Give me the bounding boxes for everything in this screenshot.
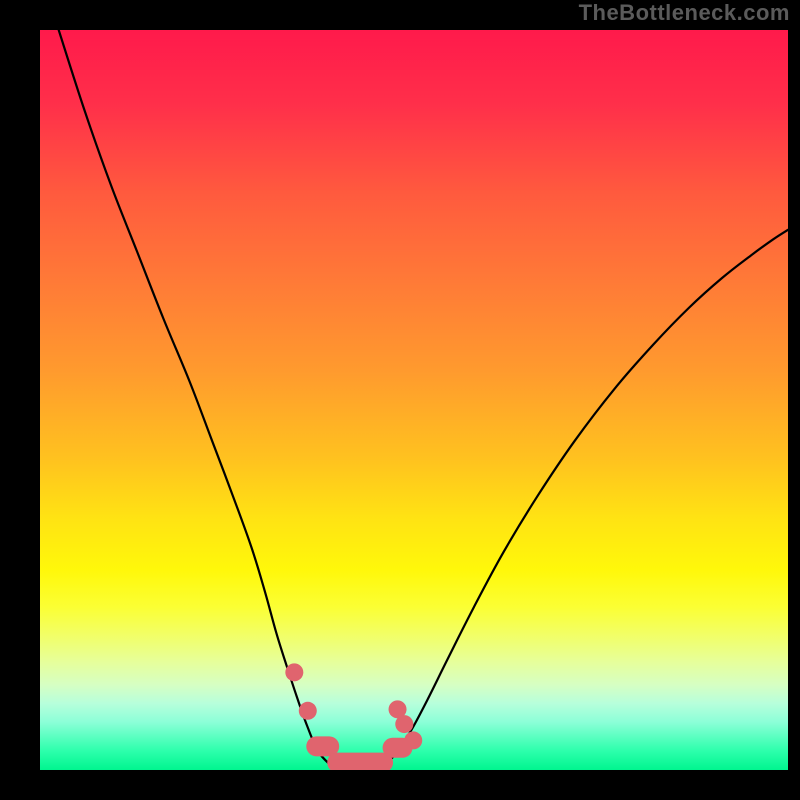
watermark-text: TheBottleneck.com [579, 0, 790, 26]
plot-svg [40, 30, 788, 770]
chart-frame: TheBottleneck.com [0, 0, 800, 800]
trough-bar-1 [327, 753, 393, 770]
trough-dot-4 [404, 731, 422, 749]
trough-dot-1 [299, 702, 317, 720]
trough-dot-0 [285, 663, 303, 681]
gradient-background [40, 30, 788, 770]
trough-dot-3 [395, 715, 413, 733]
plot-area [40, 30, 788, 770]
